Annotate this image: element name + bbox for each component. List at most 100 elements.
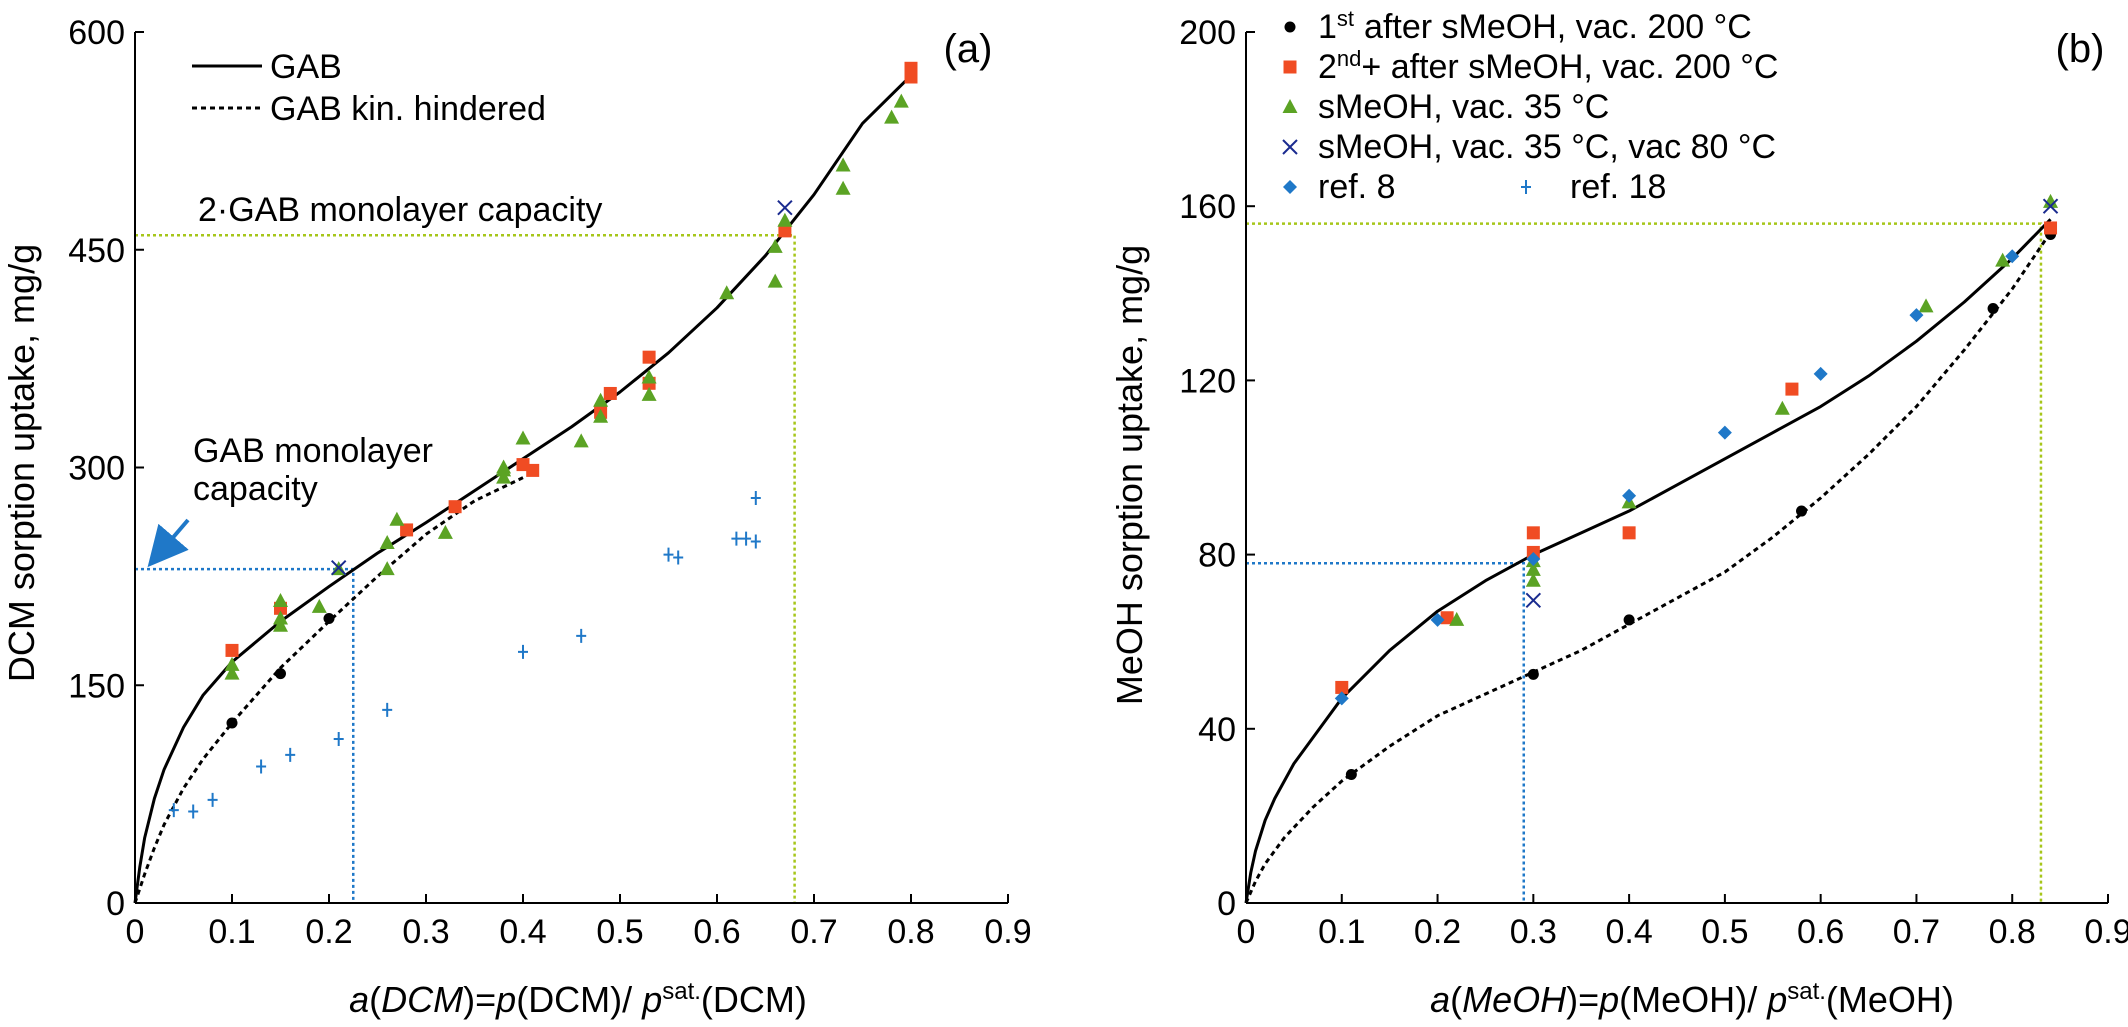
gab-curve <box>1244 218 2052 904</box>
data-point-square <box>526 463 540 477</box>
panel-b-x-axis-title: a(MeOH)=p(MeOH)/ psat.(MeOH) <box>1430 978 1954 1021</box>
data-point-circle <box>275 668 286 680</box>
legend-smeoh-vac80-label: sMeOH, vac. 35 °C, vac 80 °C <box>1318 128 1776 166</box>
gab-curve <box>133 74 913 904</box>
data-point-diamond <box>1717 425 1732 440</box>
data-point-square <box>400 523 414 537</box>
data-point-plus <box>333 731 344 746</box>
data-point-plus <box>750 490 761 505</box>
data-point-triangle <box>515 430 531 445</box>
gab-kin-hindered-curve <box>133 476 524 904</box>
x-title-gas: DCM <box>528 979 610 1020</box>
data-point-triangle <box>224 665 240 680</box>
data-point-triangle <box>1995 252 2011 267</box>
monolayer-guide-line <box>1246 562 1526 903</box>
data-point-triangle <box>389 511 405 526</box>
y-tick-label: 600 <box>68 14 125 52</box>
data-point-diamond <box>1622 488 1637 503</box>
legend-ref18-label: ref. 18 <box>1570 168 1666 206</box>
data-point-diamond <box>1526 551 1541 566</box>
x-tick-label: 0.8 <box>1989 913 2036 951</box>
data-point-triangle <box>641 386 657 401</box>
panel-b-ticks: 0 0.1 0.2 0.3 0.4 0.5 0.6 0.7 0.8 0.9 0 40 80 120 160 2… <box>1179 14 2128 951</box>
panel-b-guide-lines <box>1246 222 2043 903</box>
data-point-plus <box>576 628 587 643</box>
data-point-triangle <box>719 285 735 300</box>
data-point-x <box>2042 198 2059 214</box>
data-point-plus <box>663 547 674 562</box>
double-monolayer-guide-line <box>1246 222 2043 903</box>
panel-a-legend: GAB GAB kin. hindered <box>192 48 546 128</box>
data-point-plus <box>168 803 179 818</box>
data-point-plus <box>256 759 267 774</box>
legend-first-label: 1st after sMeOH, vac. 200 °C <box>1318 6 1752 47</box>
data-point-diamond <box>1909 308 1924 323</box>
data-point-triangle <box>767 273 783 288</box>
data-point-plus <box>285 747 296 762</box>
data-point-square <box>1440 611 1454 625</box>
x-tick-label: 0.7 <box>1893 913 1940 951</box>
data-point-triangle <box>496 469 512 484</box>
data-point-diamond <box>2005 249 2020 264</box>
data-point-circle <box>226 717 238 729</box>
panel-a-fit-curves <box>133 74 913 904</box>
data-point-triangle <box>379 561 395 576</box>
monolayer-annotation-line2: capacity <box>193 470 318 508</box>
data-point-triangle <box>593 392 609 407</box>
data-point-plus <box>382 702 393 717</box>
data-point-triangle <box>884 109 900 124</box>
data-point-triangle <box>777 212 793 227</box>
data-point-square <box>603 386 617 400</box>
data-point-plus <box>188 804 199 819</box>
x-tick-label: 0.2 <box>305 913 352 951</box>
x-tick-label: 0.5 <box>596 913 643 951</box>
data-point-plus <box>207 792 218 807</box>
x-tick-label: 0.6 <box>693 913 740 951</box>
panel-b-fit-curves <box>1244 218 2052 904</box>
panel-a-y-axis-title: DCM sorption uptake, mg/g <box>1 244 42 682</box>
monolayer-arrow <box>147 518 190 568</box>
data-point-square <box>225 643 239 657</box>
data-point-triangle <box>224 656 240 671</box>
x-tick-label: 0.9 <box>2084 913 2128 951</box>
data-point-diamond <box>1813 366 1828 381</box>
data-point-triangle <box>311 598 327 613</box>
panel-a-chart: 0 0.1 0.2 0.3 0.4 0.5 0.6 0.7 0.8 0.9 0 150 300 450 60… <box>1 14 1032 1020</box>
monolayer-guide-line <box>135 567 355 903</box>
data-point-circle <box>1987 303 1999 315</box>
data-point-x <box>1525 592 1542 609</box>
data-point-square <box>904 70 918 84</box>
y-tick-label: 200 <box>1179 14 1236 52</box>
panel-b-y-axis-title: MeOH sorption uptake, mg/g <box>1109 245 1150 705</box>
panel-b-chart: 0 0.1 0.2 0.3 0.4 0.5 0.6 0.7 0.8 0.9 0 40 80 120 160 2… <box>1109 6 2128 1021</box>
data-point-triangle <box>437 524 453 539</box>
y-tick-label: 450 <box>68 232 125 270</box>
data-point-square <box>1622 526 1636 540</box>
legend-marker-triangle <box>1282 99 1298 113</box>
y-tick-label: 80 <box>1198 537 1236 575</box>
data-point-plus <box>731 531 742 546</box>
x-tick-label: 0.6 <box>1797 913 1844 951</box>
y-tick-label: 40 <box>1198 711 1236 749</box>
data-point-triangle <box>835 180 851 195</box>
x-tick-label: 0.7 <box>790 913 837 951</box>
data-point-triangle <box>1525 572 1541 587</box>
panel-b-legend: 1st after sMeOH, vac. 200 °C 2nd+ after s… <box>1282 6 1778 206</box>
data-point-plus <box>518 644 528 659</box>
data-point-square <box>1785 382 1799 396</box>
legend-marker-x <box>1282 139 1298 155</box>
y-tick-label: 120 <box>1179 362 1236 400</box>
x-tick-label: 0.4 <box>1605 913 1652 951</box>
monolayer-annotation-line1: GAB monolayer <box>193 432 433 470</box>
x-tick-label: 0.5 <box>1701 913 1748 951</box>
x-tick-label: 0.1 <box>1318 913 1365 951</box>
x-tick-label: 0.9 <box>984 913 1031 951</box>
legend-kin-label: GAB kin. hindered <box>270 90 546 128</box>
legend-marker-circle <box>1284 21 1296 33</box>
legend-marker-plus <box>1521 180 1531 194</box>
gab-kin-hindered-curve <box>1244 231 2052 904</box>
legend-gab-label: GAB <box>270 48 342 86</box>
data-point-triangle <box>273 593 288 608</box>
data-point-square <box>1526 526 1540 540</box>
data-point-triangle <box>496 462 512 477</box>
